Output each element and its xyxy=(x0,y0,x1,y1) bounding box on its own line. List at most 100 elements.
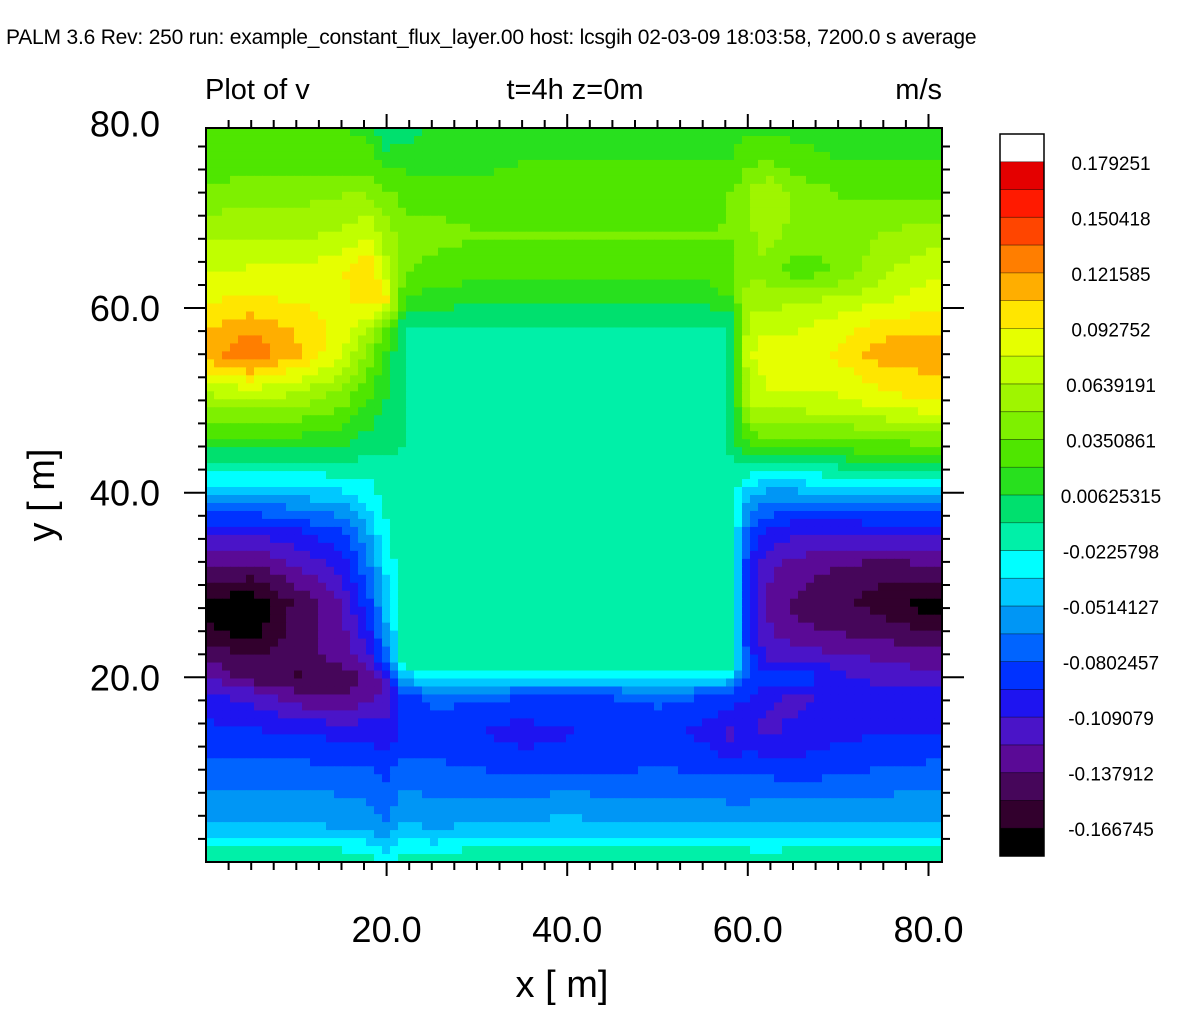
contour-cell xyxy=(886,215,895,225)
contour-cell xyxy=(774,263,783,273)
contour-cell xyxy=(662,311,671,321)
contour-cell xyxy=(502,215,511,225)
contour-cell xyxy=(870,335,879,345)
contour-cell xyxy=(886,375,895,384)
contour-cell xyxy=(366,518,375,528)
contour-cell xyxy=(854,375,863,384)
contour-cell xyxy=(822,255,831,265)
contour-cell xyxy=(630,375,639,384)
contour-cell xyxy=(566,167,575,177)
contour-cell xyxy=(334,518,343,528)
contour-cell xyxy=(662,471,671,480)
contour-cell xyxy=(278,447,287,456)
contour-cell xyxy=(878,303,887,313)
contour-cell xyxy=(678,167,687,177)
contour-cell xyxy=(446,367,455,376)
contour-cell xyxy=(766,383,775,392)
contour-cell xyxy=(398,279,407,289)
contour-cell xyxy=(518,271,527,281)
contour-cell xyxy=(326,407,335,416)
contour-cell xyxy=(334,399,343,408)
contour-cell xyxy=(358,167,367,177)
contour-cell xyxy=(702,167,711,177)
contour-cell xyxy=(910,303,919,313)
contour-cell xyxy=(310,502,319,512)
contour-cell xyxy=(670,479,679,488)
contour-cell xyxy=(454,383,463,392)
contour-cell xyxy=(910,143,919,153)
contour-cell xyxy=(902,231,911,241)
contour-cell xyxy=(910,542,919,552)
contour-cell xyxy=(774,431,783,440)
contour-cell xyxy=(438,159,447,169)
contour-cell xyxy=(374,399,383,408)
contour-cell xyxy=(206,167,215,177)
contour-cell xyxy=(838,463,847,472)
contour-cell xyxy=(222,399,231,408)
contour-cell xyxy=(726,510,735,520)
contour-cell xyxy=(270,215,279,225)
contour-cell xyxy=(486,207,495,217)
contour-cell xyxy=(606,447,615,456)
contour-cell xyxy=(398,311,407,321)
contour-cell xyxy=(654,143,663,153)
contour-cell xyxy=(798,319,807,329)
contour-cell xyxy=(558,239,567,249)
contour-cell xyxy=(214,287,223,297)
contour-cell xyxy=(894,255,903,265)
contour-cell xyxy=(398,239,407,249)
contour-cell xyxy=(294,271,303,281)
contour-cell xyxy=(918,255,927,265)
contour-cell xyxy=(886,351,895,360)
contour-cell xyxy=(454,327,463,337)
contour-cell xyxy=(358,455,367,464)
contour-cell xyxy=(654,526,663,536)
contour-cell xyxy=(606,335,615,345)
contour-cell xyxy=(422,287,431,297)
contour-cell xyxy=(806,431,815,440)
contour-cell xyxy=(638,239,647,249)
contour-cell xyxy=(294,359,303,368)
contour-cell xyxy=(334,534,343,544)
contour-cell xyxy=(270,343,279,352)
contour-cell xyxy=(334,199,343,209)
contour-cell xyxy=(294,135,303,145)
contour-cell xyxy=(262,518,271,528)
contour-cell xyxy=(478,391,487,400)
contour-cell xyxy=(310,534,319,544)
contour-cell xyxy=(918,487,927,496)
contour-cell xyxy=(278,550,287,560)
contour-cell xyxy=(214,518,223,528)
contour-cell xyxy=(678,415,687,424)
contour-cell xyxy=(710,263,719,273)
contour-cell xyxy=(318,143,327,153)
contour-cell xyxy=(838,455,847,464)
contour-cell xyxy=(414,487,423,496)
contour-cell xyxy=(406,239,415,249)
contour-cell xyxy=(670,447,679,456)
contour-cell xyxy=(934,143,943,153)
contour-cell xyxy=(878,151,887,161)
contour-cell xyxy=(398,175,407,185)
contour-cell xyxy=(822,534,831,544)
contour-cell xyxy=(486,415,495,424)
contour-cell xyxy=(334,135,343,145)
contour-cell xyxy=(622,367,631,376)
contour-cell xyxy=(646,447,655,456)
contour-cell xyxy=(206,399,215,408)
contour-cell xyxy=(230,502,239,512)
contour-cell xyxy=(278,399,287,408)
contour-cell xyxy=(902,319,911,329)
contour-cell xyxy=(350,143,359,153)
contour-cell xyxy=(414,287,423,297)
contour-cell xyxy=(390,423,399,432)
contour-cell xyxy=(390,183,399,193)
contour-cell xyxy=(686,167,695,177)
contour-cell xyxy=(574,343,583,352)
contour-cell xyxy=(710,343,719,352)
contour-cell xyxy=(430,391,439,400)
contour-cell xyxy=(358,431,367,440)
contour-cell xyxy=(254,287,263,297)
contour-cell xyxy=(662,407,671,416)
contour-cell xyxy=(526,518,535,528)
